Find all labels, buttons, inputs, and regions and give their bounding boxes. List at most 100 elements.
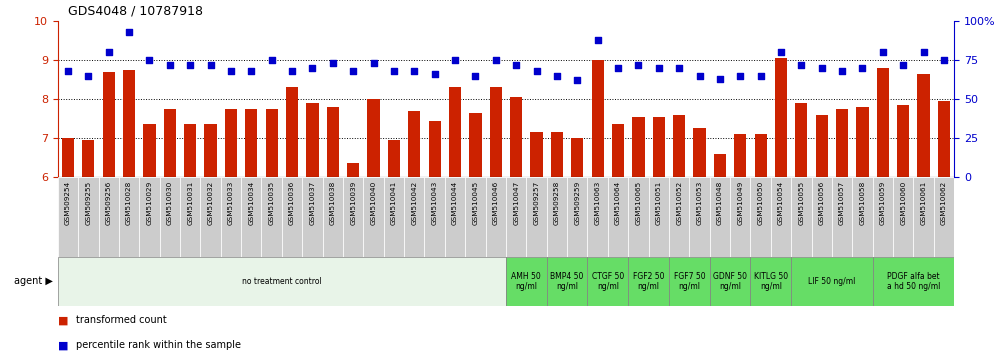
Point bbox=[895, 62, 911, 68]
Text: GSM509259: GSM509259 bbox=[575, 181, 581, 225]
Bar bbox=[547, 177, 567, 257]
Point bbox=[406, 68, 422, 74]
Bar bbox=[184, 125, 196, 177]
Bar bbox=[445, 177, 465, 257]
Bar bbox=[404, 177, 424, 257]
Bar bbox=[648, 177, 669, 257]
Text: GSM510037: GSM510037 bbox=[310, 181, 316, 225]
Bar bbox=[816, 115, 828, 177]
Text: transformed count: transformed count bbox=[76, 315, 166, 325]
Point bbox=[835, 68, 851, 74]
Text: ■: ■ bbox=[58, 315, 69, 325]
Text: GSM510042: GSM510042 bbox=[411, 181, 417, 225]
Bar bbox=[490, 87, 502, 177]
Point bbox=[81, 73, 97, 79]
Text: GSM510065: GSM510065 bbox=[635, 181, 641, 225]
Point bbox=[284, 68, 300, 74]
Bar bbox=[62, 138, 74, 177]
Point bbox=[611, 65, 626, 71]
Point bbox=[325, 61, 341, 66]
Bar bbox=[730, 177, 750, 257]
Text: ■: ■ bbox=[58, 340, 69, 350]
Text: GSM510059: GSM510059 bbox=[879, 181, 885, 225]
Point bbox=[182, 62, 198, 68]
Point bbox=[529, 68, 545, 74]
Bar bbox=[78, 177, 99, 257]
Point bbox=[346, 68, 362, 74]
Text: GSM510056: GSM510056 bbox=[819, 181, 825, 225]
Bar bbox=[588, 177, 608, 257]
Point bbox=[467, 73, 483, 79]
Point bbox=[773, 50, 789, 55]
Bar bbox=[710, 177, 730, 257]
Bar bbox=[449, 87, 461, 177]
Text: GSM510058: GSM510058 bbox=[860, 181, 866, 225]
Text: GSM510044: GSM510044 bbox=[452, 181, 458, 225]
Bar bbox=[506, 177, 526, 257]
Bar bbox=[506, 257, 547, 306]
Bar bbox=[714, 154, 726, 177]
Bar bbox=[103, 72, 115, 177]
Bar bbox=[368, 99, 379, 177]
Text: GSM510062: GSM510062 bbox=[941, 181, 947, 225]
Bar bbox=[139, 177, 159, 257]
Bar bbox=[669, 177, 689, 257]
Text: GSM510041: GSM510041 bbox=[390, 181, 397, 225]
Text: KITLG 50
ng/ml: KITLG 50 ng/ml bbox=[754, 272, 788, 291]
Bar bbox=[592, 60, 604, 177]
Bar bbox=[547, 257, 588, 306]
Point bbox=[447, 57, 463, 63]
Point bbox=[508, 62, 524, 68]
Bar bbox=[159, 177, 180, 257]
Text: GSM510032: GSM510032 bbox=[207, 181, 213, 225]
Text: GSM510046: GSM510046 bbox=[493, 181, 499, 225]
Bar bbox=[204, 125, 217, 177]
Text: GSM509258: GSM509258 bbox=[554, 181, 560, 225]
Bar bbox=[123, 70, 135, 177]
Bar bbox=[734, 134, 746, 177]
Bar bbox=[689, 177, 710, 257]
Text: GSM510038: GSM510038 bbox=[330, 181, 336, 225]
Point bbox=[488, 57, 504, 63]
Point bbox=[366, 61, 381, 66]
Bar bbox=[571, 138, 584, 177]
Bar bbox=[383, 177, 404, 257]
Point bbox=[630, 62, 646, 68]
Bar bbox=[632, 117, 644, 177]
Bar bbox=[323, 177, 343, 257]
Point bbox=[712, 76, 728, 82]
Bar bbox=[99, 177, 119, 257]
Bar bbox=[119, 177, 139, 257]
Bar bbox=[608, 177, 628, 257]
Bar bbox=[832, 177, 853, 257]
Bar bbox=[795, 103, 808, 177]
Bar bbox=[526, 177, 547, 257]
Point bbox=[60, 68, 76, 74]
Point bbox=[671, 65, 687, 71]
Text: GSM509254: GSM509254 bbox=[65, 181, 71, 225]
Point bbox=[753, 73, 769, 79]
Point bbox=[915, 50, 931, 55]
Bar bbox=[673, 115, 685, 177]
Text: GSM509255: GSM509255 bbox=[86, 181, 92, 225]
Bar bbox=[282, 177, 302, 257]
Point bbox=[161, 62, 178, 68]
Text: GSM510030: GSM510030 bbox=[166, 181, 173, 225]
Bar bbox=[387, 140, 400, 177]
Bar bbox=[872, 257, 954, 306]
Point bbox=[141, 57, 157, 63]
Bar bbox=[612, 125, 624, 177]
Text: CTGF 50
ng/ml: CTGF 50 ng/ml bbox=[592, 272, 623, 291]
Bar bbox=[408, 111, 420, 177]
Point bbox=[426, 72, 442, 77]
Bar bbox=[327, 107, 339, 177]
Point bbox=[305, 65, 321, 71]
Bar bbox=[934, 177, 954, 257]
Text: GSM510034: GSM510034 bbox=[248, 181, 254, 225]
Bar bbox=[343, 177, 364, 257]
Text: GSM510031: GSM510031 bbox=[187, 181, 193, 225]
Bar bbox=[58, 177, 78, 257]
Bar bbox=[424, 177, 445, 257]
Text: GSM510039: GSM510039 bbox=[351, 181, 357, 225]
Bar bbox=[853, 177, 872, 257]
